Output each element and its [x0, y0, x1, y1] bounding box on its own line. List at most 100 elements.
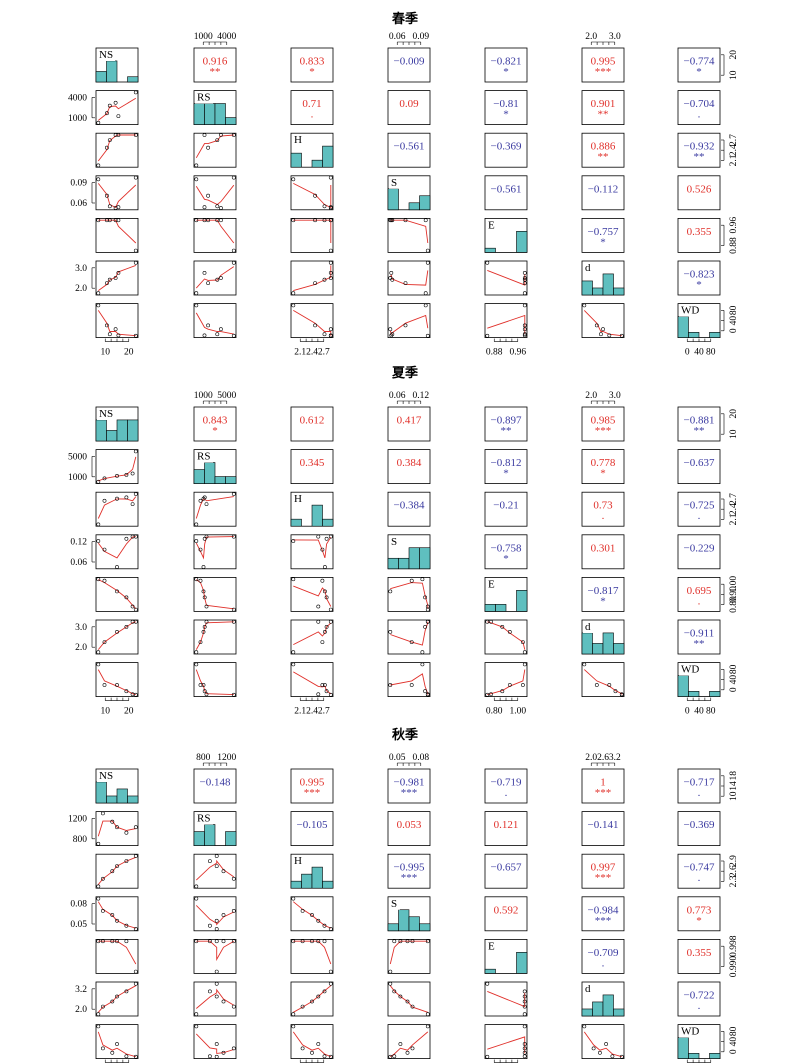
data-point	[204, 534, 209, 539]
scatter-cell	[193, 1024, 237, 1059]
variable-label: NS	[99, 49, 113, 61]
cell-frame	[193, 853, 237, 889]
correlation-value: −0.722	[684, 990, 715, 1002]
variable-label-bg	[583, 262, 594, 274]
data-point	[410, 1004, 415, 1009]
correlation-value: −0.981	[394, 777, 425, 789]
data-point	[221, 913, 226, 917]
correlation-value: −0.897	[491, 415, 522, 427]
significance-mark: *	[696, 915, 702, 927]
data-point	[198, 578, 203, 583]
correlation-cell: 0.345	[290, 449, 334, 485]
data-point	[388, 630, 393, 634]
data-point	[405, 939, 410, 944]
histogram-cell: WD	[677, 303, 721, 339]
correlation-cell: −0.229	[677, 534, 721, 570]
tick-label: 2.0	[75, 284, 87, 294]
histogram-bar	[592, 287, 604, 296]
data-point	[388, 683, 393, 687]
correlation-cell: 0.773*	[677, 896, 721, 932]
correlation-cell: 0.695.	[677, 577, 721, 612]
data-point	[291, 1012, 296, 1017]
histogram-bar	[484, 968, 496, 974]
scatter-cell	[193, 534, 237, 570]
tick-label: 2.0	[75, 643, 87, 653]
data-point	[194, 939, 199, 944]
data-point	[522, 1012, 527, 1017]
correlation-cell: 0.417	[387, 406, 431, 442]
scatter-cell	[484, 303, 528, 339]
scatter-cell	[193, 662, 237, 697]
histogram-cell: NS	[95, 768, 139, 804]
data-point	[124, 472, 129, 477]
cell-frame	[677, 896, 721, 932]
cell-frame	[290, 406, 334, 442]
tick-label: 0.09	[412, 32, 429, 42]
histogram-cell: E	[484, 217, 528, 253]
data-point	[194, 218, 199, 223]
data-point	[423, 303, 428, 308]
smooth-line	[293, 265, 332, 292]
data-point	[124, 689, 129, 694]
data-point	[322, 1054, 327, 1059]
histogram-bar	[495, 604, 507, 612]
cell-frame	[484, 47, 528, 83]
scatter-cell	[193, 491, 237, 527]
significance-mark: ***	[595, 872, 612, 884]
correlation-value: −0.112	[588, 183, 619, 195]
data-point	[410, 939, 415, 944]
data-point	[320, 578, 325, 583]
smooth-line	[97, 820, 136, 837]
data-point	[115, 630, 119, 634]
correlation-value: 0.526	[687, 183, 712, 195]
correlation-value: −0.637	[684, 457, 715, 469]
cell-frame	[290, 811, 334, 846]
data-point	[231, 909, 236, 913]
tick-label: 0	[729, 1049, 739, 1054]
histogram-bar	[214, 103, 226, 125]
data-point	[113, 218, 118, 223]
smooth-line	[195, 312, 234, 335]
correlation-cell: −0.774*	[677, 47, 721, 83]
data-point	[102, 578, 107, 583]
tick-label: 5000	[217, 391, 236, 401]
variable-label-bg	[195, 450, 213, 463]
variable-label: RS	[197, 451, 210, 463]
histogram-bar	[311, 504, 323, 527]
data-point	[522, 323, 527, 328]
tick-label: 2.4	[729, 503, 739, 515]
correlation-value: −0.817	[588, 585, 619, 597]
data-point	[96, 1012, 101, 1017]
correlation-value: −0.932	[684, 141, 715, 153]
tick-label: 2.4	[306, 348, 318, 358]
data-point	[214, 1054, 219, 1059]
data-point	[522, 333, 527, 338]
correlation-cell: −0.148	[193, 768, 237, 804]
data-point	[133, 175, 138, 180]
smooth-line	[98, 97, 137, 121]
cell-frame	[387, 577, 431, 612]
data-point	[322, 565, 327, 569]
data-point	[328, 969, 333, 974]
scatter-cell	[290, 981, 334, 1017]
data-point	[207, 1054, 212, 1059]
data-point	[231, 619, 236, 624]
data-point	[124, 830, 129, 835]
data-point	[113, 327, 118, 332]
cell-frame	[484, 303, 528, 339]
histogram-bar	[127, 419, 139, 442]
correlation-cell: 0.384	[387, 449, 431, 485]
tick-label: 10	[100, 348, 110, 358]
histogram-bar	[709, 1053, 721, 1059]
tick-label: 3.0	[75, 623, 87, 633]
cell-frame	[193, 47, 237, 83]
data-point	[116, 114, 121, 119]
data-point	[423, 291, 428, 296]
variable-label-bg	[679, 304, 697, 317]
correlation-value: −0.911	[684, 628, 715, 640]
data-point	[96, 884, 101, 889]
data-point	[202, 689, 207, 694]
scatter-cell	[95, 491, 139, 527]
tick-label: 0.06	[389, 391, 406, 401]
histogram-bar	[95, 781, 107, 804]
